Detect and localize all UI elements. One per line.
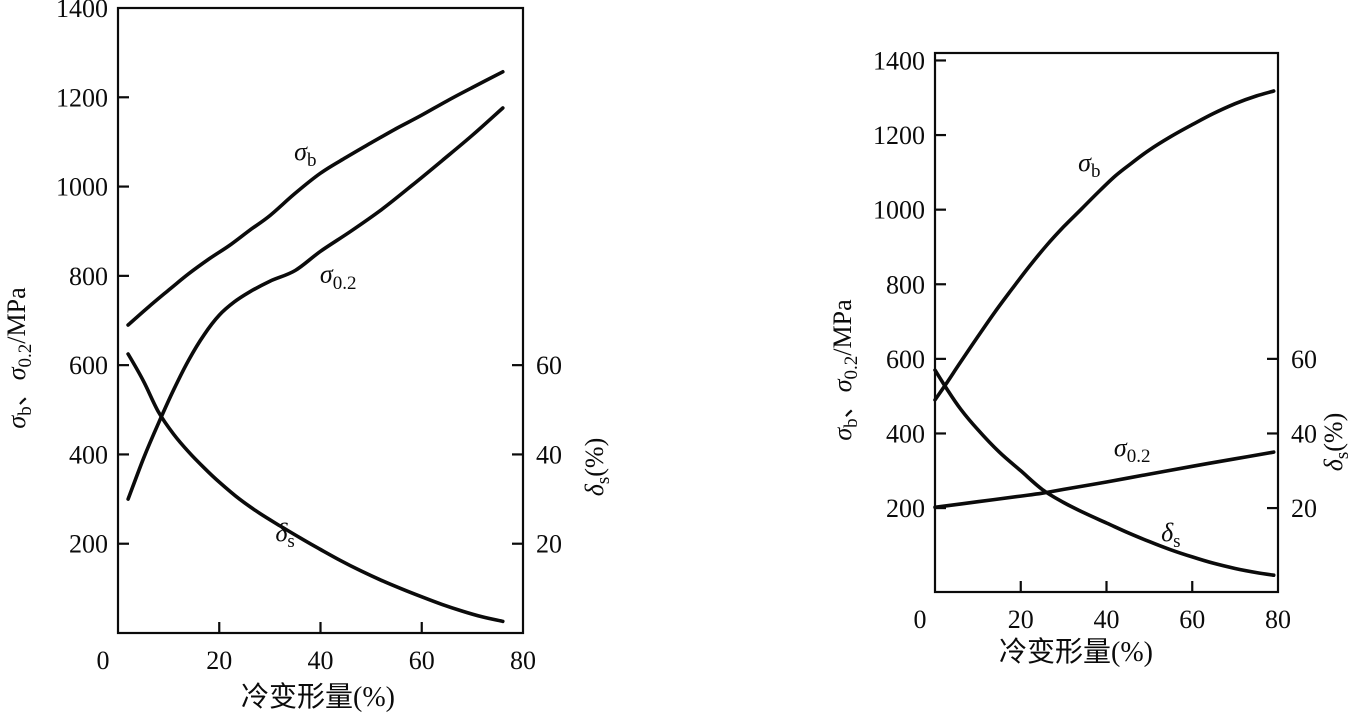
sigma-b-curve [933,89,1276,402]
delta-s-curve-label: δs [1161,518,1181,552]
delta-s-curve [126,352,505,624]
right-chart-xtick-label: 80 [1265,605,1291,634]
sigma-0-2-curve [933,450,1276,510]
sigma-0-2-curve-label: σ0.2 [1114,433,1151,467]
right-chart-ytick-right-label: 20 [1291,494,1317,523]
left-chart-xtick-label: 60 [409,646,435,675]
right-chart-x-axis-label: 冷变形量(%) [999,636,1153,668]
right-chart-ytick-left-label: 600 [886,345,925,374]
left-chart-ytick-right-label: 40 [536,440,562,469]
right-chart-ytick-left-label: 800 [886,270,925,299]
left-chart-ytick-left-label: 1200 [56,83,108,112]
left-chart-x-axis-label: 冷变形量(%) [241,681,395,713]
left-chart-xtick-label: 40 [308,646,334,675]
right-chart-xtick-label: 60 [1179,605,1205,634]
sigma-b-curve [126,70,505,327]
sigma-b-curve-label: σb [1078,148,1100,182]
left-chart-xtick-label: 0 [97,646,110,675]
left-chart-ytick-right-label: 20 [536,530,562,559]
left-chart-ytick-left-label: 800 [69,262,108,291]
left-chart-ytick-left-label: 600 [69,351,108,380]
sigma-0-2-curve [126,106,505,501]
delta-s-curve [933,368,1276,577]
right-chart-y-axis-label-left: σb、σ0.2/MPa [828,299,862,441]
left-chart-y-axis-label-right: δs(%) [580,438,614,496]
right-chart-ytick-right-label: 60 [1291,345,1317,374]
left-chart-ytick-left-label: 200 [69,530,108,559]
right-chart-ytick-left-label: 1000 [873,196,925,225]
right-chart-ytick-left-label: 1400 [873,46,925,75]
right-chart-y-axis-label-right: δs(%) [1319,413,1353,471]
right-chart-xtick-label: 40 [1094,605,1120,634]
sigma-b-curve-label: σb [294,137,316,171]
left-chart-xtick-label: 20 [206,646,232,675]
delta-s-curve-label: δs [275,518,295,552]
sigma-0-2-curve-label: σ0.2 [320,260,357,294]
right-chart-ytick-left-label: 1200 [873,121,925,150]
left-chart-ytick-right-label: 60 [536,351,562,380]
left-chart-y-axis-label-left: σb、σ0.2/MPa [2,287,36,429]
right-chart-ytick-right-label: 40 [1291,419,1317,448]
left-chart-ytick-left-label: 1400 [56,0,108,23]
left-chart-ytick-left-label: 400 [69,440,108,469]
left-chart-ytick-left-label: 1000 [56,173,108,202]
right-chart-xtick-label: 0 [914,605,927,634]
right-chart-ytick-left-label: 200 [886,494,925,523]
right-chart-xtick-label: 20 [1008,605,1034,634]
left-chart-xtick-label: 80 [510,646,536,675]
left-chart-plot-box [116,6,525,635]
right-chart-ytick-left-label: 400 [886,419,925,448]
